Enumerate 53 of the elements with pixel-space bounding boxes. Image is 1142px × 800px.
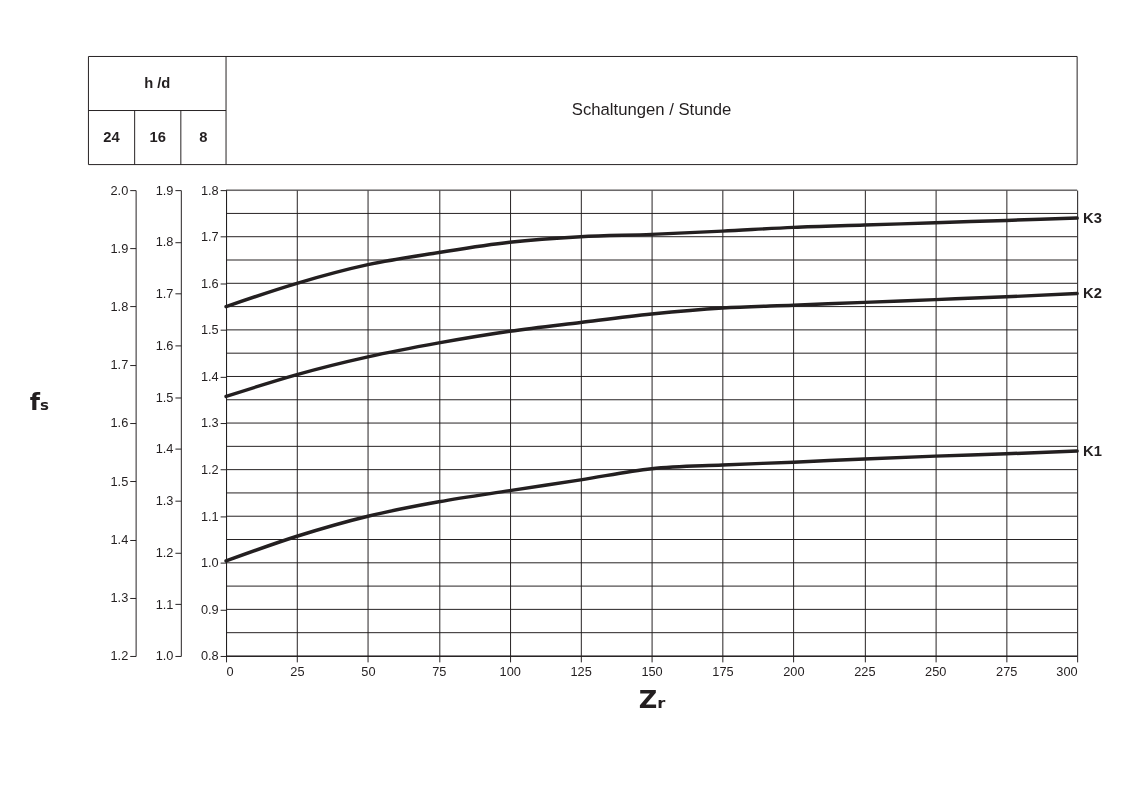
x-tick-label: 75 (432, 664, 447, 680)
y2-tick-label: 1.0 (155, 648, 174, 664)
y-tick-label: 1.0 (200, 555, 219, 571)
y3-tick-label: 2.0 (110, 182, 129, 198)
y3-tick-label: 1.5 (110, 473, 129, 489)
y-tick-label: 1.1 (200, 508, 219, 524)
y3-tick-label: 1.3 (110, 590, 129, 606)
y2-tick-label: 1.4 (155, 441, 174, 457)
series-label: K3 (1083, 210, 1102, 226)
x-tick-label: 125 (570, 664, 592, 680)
y2-tick-label: 1.2 (155, 544, 174, 560)
y-tick-label: 1.6 (200, 275, 219, 291)
y2-tick-label: 1.9 (155, 182, 174, 198)
y-tick-label: 1.3 (200, 415, 219, 431)
y-tick-label: 0.8 (200, 648, 219, 664)
x-axis-title: Zᵣ (638, 683, 667, 714)
y2-tick-label: 1.5 (155, 389, 174, 405)
x-tick-label: 200 (783, 664, 805, 680)
x-tick-label: 0 (226, 664, 234, 680)
y3-tick-label: 1.6 (110, 415, 129, 431)
y-tick-label: 1.8 (200, 182, 219, 198)
text: h /d (144, 75, 171, 92)
y2-tick-label: 1.8 (155, 234, 174, 250)
y2-tick-label: 1.1 (155, 596, 174, 612)
chart-title: Schaltungen / Stunde (571, 100, 732, 120)
series-label: K2 (1083, 285, 1102, 302)
x-tick-label: 150 (641, 664, 663, 680)
y3-tick-label: 1.4 (110, 531, 129, 547)
x-tick-label: 250 (925, 664, 947, 680)
series-label: K1 (1083, 442, 1102, 459)
text: 8 (199, 129, 208, 146)
y3-tick-label: 1.7 (110, 357, 129, 373)
y2-tick-label: 1.3 (155, 493, 174, 509)
y2-tick-label: 1.6 (155, 337, 174, 353)
y3-tick-label: 1.2 (110, 648, 129, 664)
y3-tick-label: 1.9 (110, 240, 129, 256)
x-tick-label: 275 (996, 664, 1018, 680)
y2-tick-label: 1.7 (155, 286, 174, 302)
y-tick-label: 1.4 (200, 368, 219, 384)
x-tick-label: 175 (712, 664, 734, 680)
y-tick-label: 1.5 (200, 322, 219, 338)
y3-tick-label: 1.8 (110, 299, 129, 315)
y-tick-label: 1.2 (200, 462, 219, 478)
x-tick-label: 50 (361, 664, 376, 680)
x-tick-label: 300 (1056, 664, 1078, 680)
x-tick-label: 25 (290, 664, 305, 680)
text: 16 (149, 129, 166, 146)
text: 24 (103, 129, 121, 146)
x-tick-label: 100 (499, 664, 521, 680)
y3-axis-title: fₛ (29, 388, 49, 417)
x-tick-label: 225 (854, 664, 876, 680)
y-tick-label: 0.9 (200, 601, 219, 617)
y-tick-label: 1.7 (200, 229, 219, 245)
